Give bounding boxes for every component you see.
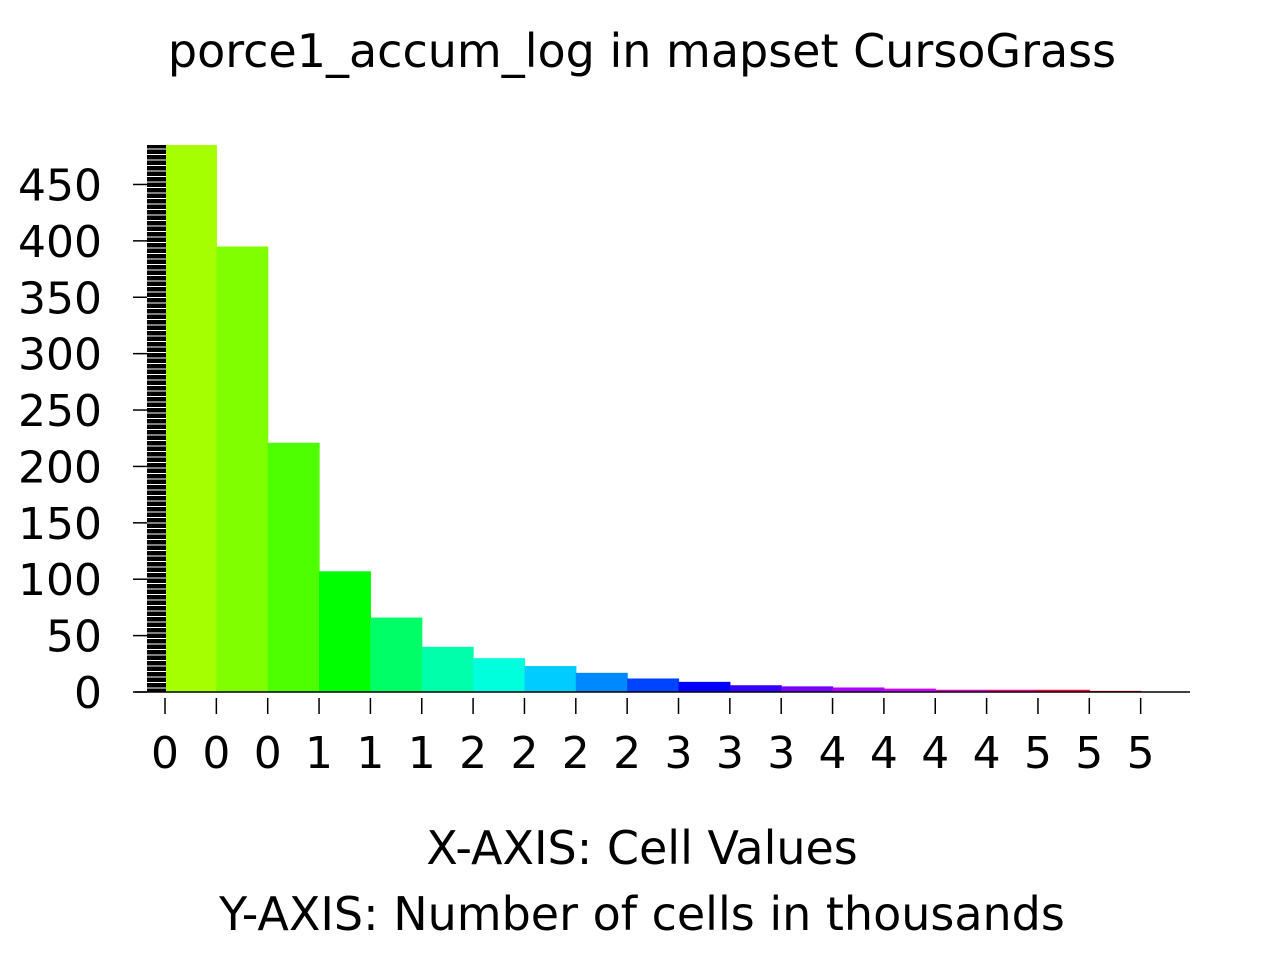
- x-tick-label: 0: [151, 728, 179, 779]
- y-tick-label: 400: [18, 217, 102, 268]
- histogram-bar: [319, 571, 371, 692]
- x-tick-label: 0: [202, 728, 230, 779]
- y-tick-label: 300: [18, 330, 102, 381]
- histogram-bar: [832, 687, 885, 692]
- histogram-bar: [935, 689, 988, 692]
- x-tick-label: 5: [1024, 728, 1052, 779]
- histogram-bar: [473, 658, 526, 692]
- histogram-bar: [370, 617, 423, 692]
- y-tick-label: 50: [46, 612, 102, 663]
- x-tick-label: 5: [1075, 728, 1103, 779]
- x-tick-label: 3: [716, 728, 744, 779]
- x-tick-label: 1: [408, 728, 436, 779]
- histogram-bar: [421, 646, 474, 692]
- x-tick-label: 3: [665, 728, 693, 779]
- x-tick-label: 2: [562, 728, 590, 779]
- x-tick-label: 3: [767, 728, 795, 779]
- histogram-bar: [575, 672, 628, 692]
- y-tick-label: 200: [18, 442, 102, 493]
- bars-group: [165, 145, 1142, 692]
- x-tick-label: 4: [921, 728, 949, 779]
- x-tick-label: 1: [305, 728, 333, 779]
- y-axis-label: Y-AXIS: Number of cells in thousands: [218, 887, 1065, 941]
- y-tick-label: 150: [18, 499, 102, 550]
- x-tick-label: 4: [973, 728, 1001, 779]
- chart-title: porce1_accum_log in mapset CursoGrass: [168, 24, 1116, 78]
- x-tick-label: 4: [870, 728, 898, 779]
- histogram-bar: [165, 145, 217, 692]
- y-tick-label: 350: [18, 273, 102, 324]
- y-tick-label: 250: [18, 386, 102, 437]
- histogram-bar: [627, 678, 680, 692]
- histogram-bar: [524, 666, 577, 692]
- x-axis-label: X-AXIS: Cell Values: [426, 821, 858, 875]
- histogram-bar: [986, 689, 1039, 692]
- x-tick-label: 2: [459, 728, 487, 779]
- x-tick-label: 5: [1127, 728, 1155, 779]
- histogram-bar: [781, 686, 834, 692]
- histogram-bar: [267, 442, 320, 692]
- x-tick-label: 4: [819, 728, 847, 779]
- histogram-bar: [883, 688, 936, 692]
- null-cells-strip: [147, 145, 166, 692]
- histogram-bar: [216, 246, 269, 692]
- x-tick-label: 1: [356, 728, 384, 779]
- y-tick-label: 0: [74, 668, 102, 719]
- histogram-bar: [678, 681, 731, 692]
- histogram-bar: [729, 685, 782, 692]
- y-tick-label: 450: [18, 160, 102, 211]
- y-tick-label: 100: [18, 555, 102, 606]
- x-tick-label: 2: [510, 728, 538, 779]
- x-tick-label: 0: [254, 728, 282, 779]
- histogram-bar: [1037, 689, 1090, 692]
- x-tick-label: 2: [613, 728, 641, 779]
